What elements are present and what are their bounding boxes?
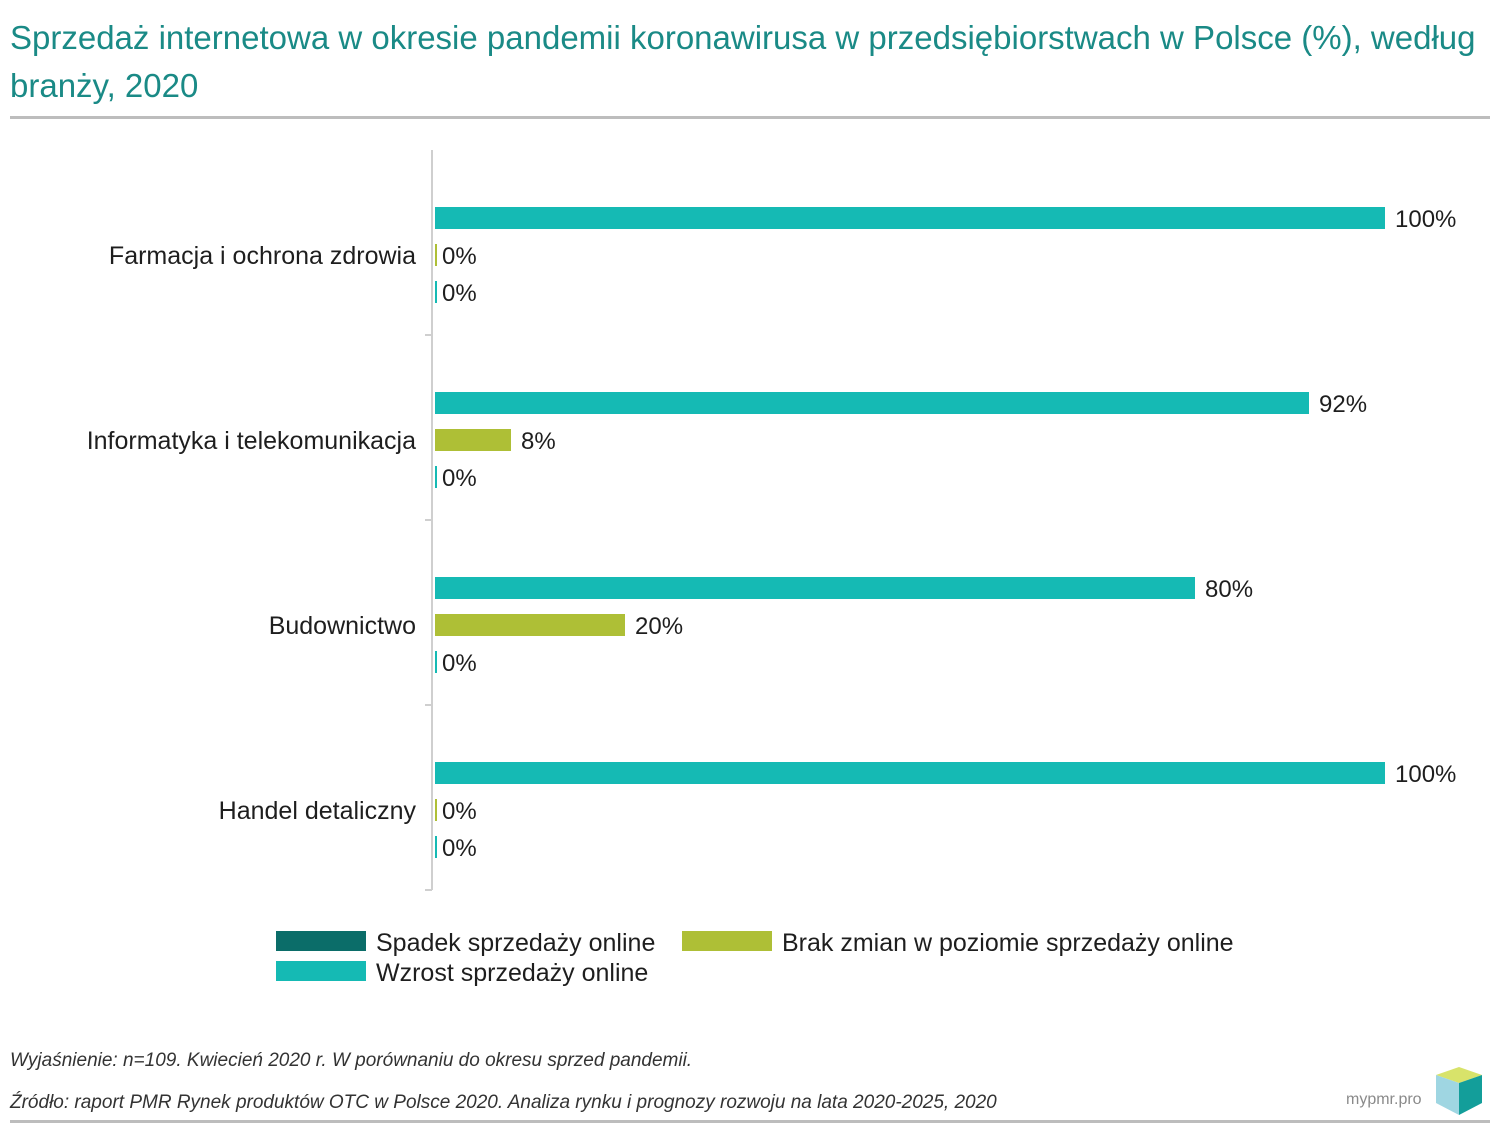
bar xyxy=(435,762,1385,784)
data-label: 0% xyxy=(442,465,477,492)
category-label: Handel detaliczny xyxy=(219,797,417,825)
data-label: 0% xyxy=(442,835,477,862)
legend-item-spadek: Spadek sprzedaży online xyxy=(276,928,655,958)
data-labels: 100% 0% 0% 92% 8% 0% 80% 20% 0% 100% 0% 0% xyxy=(442,206,1456,862)
bar-chart: Farmacja i ochrona zdrowia Informatyka i … xyxy=(87,150,1456,891)
bar xyxy=(435,577,1195,599)
data-label: 0% xyxy=(442,243,477,270)
bottom-divider xyxy=(10,1120,1490,1123)
pmr-cube-icon xyxy=(1436,1067,1482,1115)
legend-swatch-wzrost xyxy=(276,961,366,982)
bar xyxy=(435,207,1385,229)
data-label: 0% xyxy=(442,650,477,677)
bars xyxy=(435,207,1385,858)
brand-text: mypmr.pro xyxy=(1346,1091,1422,1108)
legend-swatch-spadek xyxy=(276,931,366,952)
legend-label-wzrost: Wzrost sprzedaży online xyxy=(376,959,649,987)
bar xyxy=(435,836,437,858)
bar xyxy=(435,392,1309,414)
bar xyxy=(435,281,437,303)
data-label: 20% xyxy=(635,613,683,640)
chart-axis xyxy=(425,150,433,891)
source-text: Źródło: raport PMR Rynek produktów OTC w… xyxy=(10,1092,997,1113)
data-label: 100% xyxy=(1395,761,1456,788)
bar xyxy=(435,651,437,673)
category-label: Farmacja i ochrona zdrowia xyxy=(109,242,416,270)
data-label: 0% xyxy=(442,798,477,825)
data-label: 100% xyxy=(1395,206,1456,233)
category-label: Budownictwo xyxy=(269,612,416,640)
legend-label-brak: Brak zmian w poziomie sprzedaży online xyxy=(782,929,1234,957)
note-text: Wyjaśnienie: n=109. Kwiecień 2020 r. W p… xyxy=(10,1050,693,1071)
legend-swatch-brak xyxy=(682,931,772,952)
data-label: 0% xyxy=(442,280,477,307)
category-label: Informatyka i telekomunikacja xyxy=(87,427,416,455)
title-divider xyxy=(10,116,1490,119)
data-label: 80% xyxy=(1205,576,1253,603)
data-label: 92% xyxy=(1319,391,1367,418)
data-label: 8% xyxy=(521,428,556,455)
chart-title: Sprzedaż internetowa w okresie pandemii … xyxy=(10,19,1476,104)
bar xyxy=(435,466,437,488)
category-labels: Farmacja i ochrona zdrowia Informatyka i … xyxy=(87,242,417,825)
bar xyxy=(435,799,437,821)
bar xyxy=(435,244,437,266)
legend-item-wzrost: Wzrost sprzedaży online xyxy=(276,958,648,988)
bar xyxy=(435,429,511,451)
legend-label-spadek: Spadek sprzedaży online xyxy=(376,929,656,957)
legend-item-brak: Brak zmian w poziomie sprzedaży online xyxy=(682,928,1234,958)
bar xyxy=(435,614,625,636)
